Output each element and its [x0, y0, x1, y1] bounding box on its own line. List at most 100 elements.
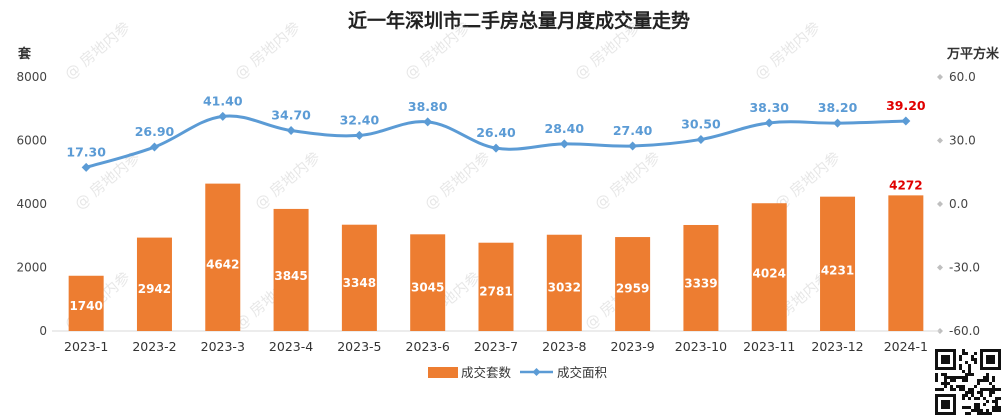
bar-value-label: 3032 [548, 281, 581, 295]
x-tick-label: 2023-2 [132, 339, 176, 354]
legend-bar-swatch [428, 367, 458, 378]
line-point [423, 117, 433, 127]
x-tick-label: 2023-3 [201, 339, 245, 354]
line-value-label: 41.40 [203, 93, 243, 108]
line-value-label: 17.30 [66, 144, 106, 159]
right-tick-marker [937, 137, 943, 144]
right-tick-label: 60.0 [949, 70, 976, 84]
line-point [628, 141, 638, 151]
chart-title: 近一年深圳市二手房总量月度成交量走势 [348, 9, 690, 32]
bar-value-label: 2942 [138, 282, 171, 296]
left-tick-label: 2000 [16, 261, 47, 275]
right-tick-label: 0.0 [949, 197, 968, 211]
bar [820, 196, 856, 331]
x-axis: 2023-1 2023-2 2023-3 2023-4 2023-5 2023-6 2023… [64, 339, 928, 354]
line-point [901, 116, 911, 126]
x-tick-label: 2023-10 [675, 339, 727, 354]
bar [546, 234, 582, 331]
bar-series [68, 183, 924, 331]
bar [888, 195, 924, 331]
line-series [85, 114, 906, 169]
line-points [81, 111, 911, 172]
watermark-text: @ 房地内参 [251, 148, 324, 213]
bar-value-label: 4272 [889, 178, 922, 192]
bar-value-label: 4642 [206, 258, 239, 272]
right-tick-label: -30.0 [949, 261, 980, 275]
bar [751, 203, 787, 331]
line-value-label: 38.30 [749, 100, 789, 115]
line-point [491, 143, 501, 153]
right-axis-unit: 万平方米 [946, 46, 1000, 62]
right-tick-marker [937, 74, 943, 80]
bar-value-label: 4024 [753, 267, 786, 281]
bar-value-label: 4231 [821, 264, 854, 278]
x-tick-label: 2023-11 [743, 339, 795, 354]
x-tick-label: 2023-12 [811, 339, 863, 354]
line-labels: 17.30 26.90 41.40 34.70 32.40 38.80 26.40 28.40… [66, 93, 926, 159]
x-tick-label: 2023-9 [610, 339, 654, 354]
right-tick-label: 30.0 [949, 134, 976, 148]
line-point [354, 130, 364, 140]
line-value-label: 26.40 [476, 125, 516, 140]
x-tick-label: 2023-7 [474, 339, 518, 354]
line-value-label: 28.40 [545, 121, 585, 136]
right-tick-label: -60.0 [949, 324, 980, 338]
right-axis: -60.0 -30.0 0.0 30.0 60.0 [937, 70, 980, 338]
line-value-label: 34.70 [271, 108, 311, 123]
bar-value-label: 3845 [274, 269, 307, 283]
line-point [696, 134, 706, 144]
bar [273, 208, 309, 331]
x-tick-label: 2023-5 [337, 339, 381, 354]
line-point [559, 139, 569, 149]
x-tick-label: 2023-8 [542, 339, 586, 354]
bar [205, 183, 241, 331]
legend-line-label: 成交面积 [557, 365, 607, 380]
line-value-label: 27.40 [613, 123, 653, 138]
bar [615, 237, 651, 331]
x-tick-label: 2023-1 [64, 339, 108, 354]
bar-value-label: 3045 [411, 280, 444, 294]
line-value-label: 39.20 [886, 98, 926, 113]
left-tick-label: 8000 [16, 70, 47, 84]
line-value-label: 26.90 [135, 124, 175, 139]
bar-value-label: 2781 [479, 284, 512, 298]
left-axis-unit: 套 [17, 46, 32, 62]
bar [410, 234, 446, 331]
x-tick-label: 2023-6 [406, 339, 450, 354]
line-value-label: 38.20 [818, 100, 858, 115]
watermark-text: @ 房地内参 [591, 148, 664, 213]
legend-bar-label: 成交套数 [461, 365, 512, 380]
line-point [286, 126, 296, 136]
left-axis: 0 2000 4000 6000 8000 [16, 70, 47, 338]
line-value-label: 38.80 [408, 99, 448, 114]
watermark-text: @ 房地内参 [61, 18, 134, 83]
bar-value-label: 3339 [684, 276, 717, 290]
x-tick-label: 2024-1 [884, 339, 928, 354]
legend-line-marker [532, 368, 541, 376]
bar-value-label: 2959 [616, 282, 649, 296]
legend: 成交套数 成交面积 [428, 365, 607, 380]
right-tick-marker [937, 201, 943, 207]
line-value-label: 30.50 [681, 116, 721, 131]
x-tick-label: 2023-4 [269, 339, 313, 354]
watermark-text: @ 房地内参 [421, 148, 494, 213]
bar [683, 224, 719, 331]
left-tick-label: 0 [39, 324, 47, 338]
line-point [81, 162, 91, 172]
line-point [218, 111, 228, 121]
line-point [833, 118, 843, 128]
bar-value-label: 3348 [343, 276, 376, 290]
bar [478, 242, 514, 331]
bar-value-label: 1740 [69, 299, 102, 313]
left-tick-label: 4000 [16, 197, 47, 211]
line-point [764, 118, 774, 128]
bar-labels: 1740 2942 4642 3845 3348 3045 2781 3032 2959 3339… [69, 178, 922, 313]
qr-code [935, 349, 1001, 415]
watermark-text: @ 房地内参 [231, 18, 304, 83]
line-point [149, 142, 159, 152]
line-value-label: 32.40 [340, 112, 380, 127]
bar [136, 237, 172, 331]
left-tick-label: 6000 [16, 134, 47, 148]
bar [341, 224, 377, 331]
